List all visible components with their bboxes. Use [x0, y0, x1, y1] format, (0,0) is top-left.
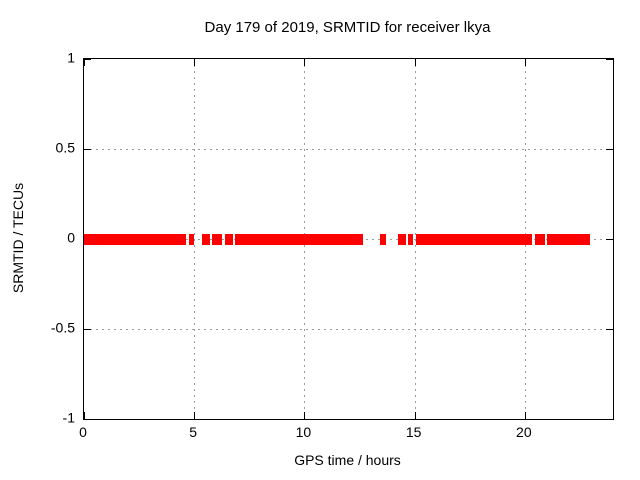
data-segment: [380, 234, 386, 245]
y-tick-mark: [606, 149, 613, 150]
data-segment: [202, 234, 210, 245]
y-tick-mark: [606, 239, 613, 240]
data-segment: [547, 234, 590, 245]
plot-area: [83, 58, 614, 420]
y-tick-label: -0.5: [50, 319, 75, 336]
v-gridline: [415, 59, 416, 419]
x-tick-mark: [304, 412, 305, 419]
v-gridline: [194, 59, 195, 419]
y-tick-mark: [84, 149, 91, 150]
x-tick-mark: [194, 412, 195, 419]
y-tick-mark: [84, 59, 91, 60]
x-tick-mark: [415, 59, 416, 66]
y-tick-mark: [606, 329, 613, 330]
chart-title: Day 179 of 2019, SRMTID for receiver lky…: [204, 19, 491, 36]
y-tick-label: -1: [62, 409, 75, 426]
y-tick-mark: [606, 59, 613, 60]
data-segment: [416, 234, 532, 245]
x-tick-mark: [194, 59, 195, 66]
x-tick-label: 5: [189, 424, 198, 440]
data-segment: [84, 234, 186, 245]
x-tick-mark: [84, 412, 85, 419]
x-tick-mark: [84, 59, 85, 66]
x-tick-mark: [525, 412, 526, 419]
y-tick-label: 0.5: [55, 139, 75, 156]
data-segment: [212, 234, 222, 245]
data-segment: [225, 234, 233, 245]
x-tick-label: 0: [79, 424, 87, 440]
h-gridline: [84, 149, 613, 150]
y-tick-mark: [606, 419, 613, 420]
x-tick-label: 10: [295, 424, 312, 440]
x-tick-label: 20: [516, 424, 532, 440]
h-gridline: [84, 329, 613, 330]
x-tick-mark: [415, 412, 416, 419]
data-segment: [535, 234, 545, 245]
x-tick-mark: [525, 59, 526, 66]
data-segment: [189, 234, 194, 245]
y-tick-label: 0: [67, 229, 75, 246]
x-tick-mark: [304, 59, 305, 66]
y-tick-mark: [84, 419, 91, 420]
data-segment: [398, 234, 406, 245]
y-tick-mark: [84, 329, 91, 330]
data-segment: [235, 234, 363, 245]
y-tick-label: 1: [67, 49, 75, 66]
data-segment: [408, 234, 413, 245]
x-tick-label: 15: [405, 424, 422, 440]
x-axis-label: GPS time / hours: [294, 452, 401, 468]
